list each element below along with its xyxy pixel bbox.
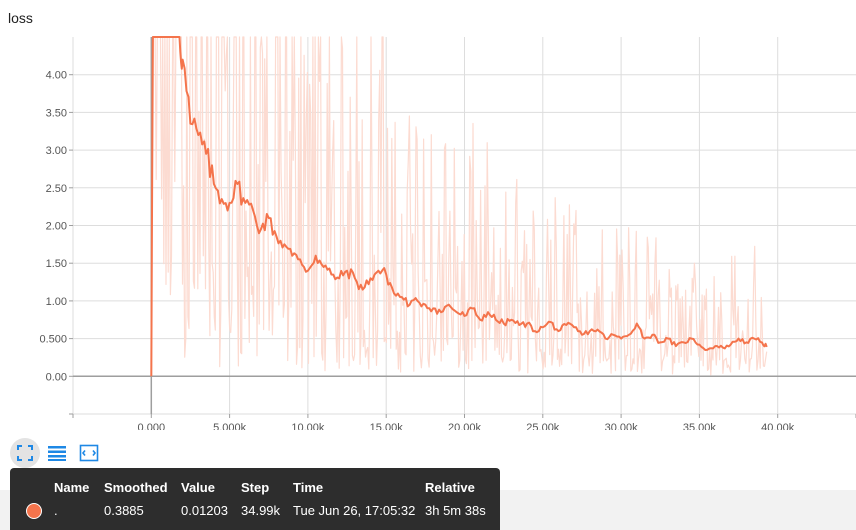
header-time: Time <box>293 480 324 495</box>
y-tick-label: 4.00 <box>46 70 67 82</box>
value-relative: 3h 5m 38s <box>425 503 486 518</box>
raw-loss-line <box>152 36 768 376</box>
value-step: 34.99k <box>241 503 281 518</box>
x-tick-label: 35.00k <box>683 422 717 430</box>
value-name: . <box>54 503 58 518</box>
x-tick-label: 5.000k <box>213 422 247 430</box>
y-tick-label: 1.50 <box>46 258 67 270</box>
log-scale-icon <box>48 446 66 461</box>
zoom-selection-button[interactable] <box>74 438 104 468</box>
x-tick-label: 20.00k <box>448 422 482 430</box>
header-smoothed: Smoothed <box>104 480 168 495</box>
smoothed-loss-line <box>150 36 768 377</box>
header-step: Step <box>241 480 270 495</box>
y-tick-label: 0.00 <box>46 371 67 383</box>
x-tick-label: 30.00k <box>605 422 639 430</box>
data-tooltip: Name Smoothed Value Step Time Relative .… <box>10 468 500 530</box>
header-relative: Relative <box>425 480 475 495</box>
fit-domain-icon <box>17 445 33 461</box>
x-tick-labels: 0.000 5.000k 10.00k 15.00k 20.00k 25.00k 30.00… <box>138 422 795 430</box>
loss-chart[interactable]: 0.000 5.000k 10.00k 15.00k 20.00k 25.00k 30.00… <box>0 0 856 430</box>
value-value: 0.01203 <box>181 503 228 518</box>
x-tick-label: 25.00k <box>526 422 560 430</box>
x-tick-label: 10.00k <box>291 422 325 430</box>
y-tick-label: 1.00 <box>46 296 67 308</box>
header-name: Name <box>54 480 90 495</box>
y-tick-label: 3.50 <box>46 107 67 119</box>
y-tick-labels: 0.00 0.500 1.00 1.50 2.00 2.50 3.00 3.50 4.00 <box>39 70 67 384</box>
x-tick-label: 15.00k <box>370 422 404 430</box>
x-tick-label: 0.000 <box>138 422 166 430</box>
raw-series-layer <box>152 36 768 376</box>
smoothed-series-layer <box>150 36 768 377</box>
header-value: Value <box>181 480 215 495</box>
series-color-swatch <box>26 503 42 519</box>
y-tick-label: 2.00 <box>46 221 67 233</box>
log-scale-button[interactable] <box>42 438 72 468</box>
chart-title: loss <box>8 10 33 26</box>
y-tick-label: 3.00 <box>46 145 67 157</box>
y-tick-label: 2.50 <box>46 183 67 195</box>
y-tick-label: 0.500 <box>39 334 67 346</box>
zoom-selection-icon <box>79 444 99 462</box>
value-time: Tue Jun 26, 17:05:32 <box>293 503 416 518</box>
value-smoothed: 0.3885 <box>104 503 144 518</box>
x-tick-label: 40.00k <box>761 422 795 430</box>
fit-domain-button[interactable] <box>10 438 40 468</box>
